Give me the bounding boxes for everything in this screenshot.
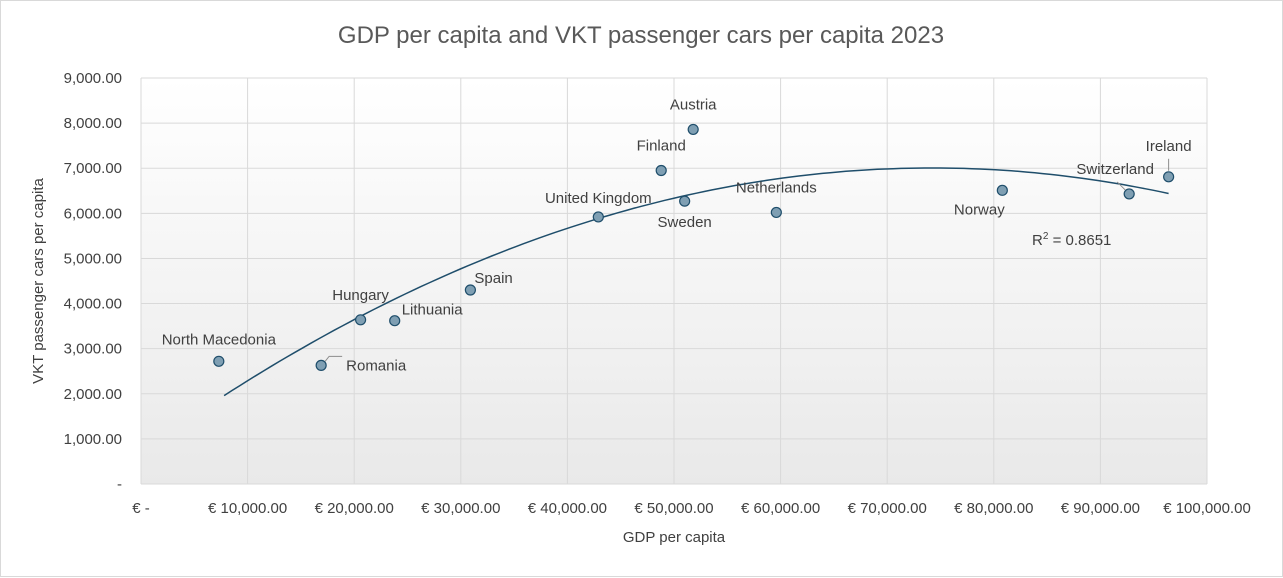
data-label: Lithuania xyxy=(402,302,464,319)
data-label: Ireland xyxy=(1146,138,1192,155)
data-point xyxy=(592,211,604,223)
data-label: Sweden xyxy=(658,214,712,231)
data-point xyxy=(655,164,667,177)
data-label: United Kingdom xyxy=(545,190,652,207)
leader-line xyxy=(324,355,343,362)
x-axis-title: GDP per capita xyxy=(623,529,726,546)
data-point xyxy=(687,123,699,136)
data-point xyxy=(389,315,401,327)
data-point xyxy=(1123,188,1135,200)
x-tick-label: € 40,000.00 xyxy=(528,500,607,517)
trendline-layer xyxy=(223,167,1169,397)
y-tick-label: 7,000.00 xyxy=(64,160,122,177)
y-tick-label: 8,000.00 xyxy=(64,115,122,132)
data-point xyxy=(770,206,782,219)
y-tick-label: 3,000.00 xyxy=(64,341,122,358)
data-point xyxy=(354,314,367,326)
data-point xyxy=(1163,171,1175,183)
y-tick-label: 1,000.00 xyxy=(64,431,122,448)
data-points xyxy=(213,123,1175,371)
x-tick-label: € 100,000.00 xyxy=(1163,500,1251,517)
chart-title: GDP per capita and VKT passenger cars pe… xyxy=(338,22,944,49)
data-label: Romania xyxy=(346,357,407,374)
y-tick-label: 4,000.00 xyxy=(64,296,122,313)
y-tick-label: 2,000.00 xyxy=(64,386,122,403)
data-label: Finland xyxy=(637,137,686,154)
data-labels: North Macedonia Romania Hungary Lithuania Sp… xyxy=(162,96,1192,374)
data-point xyxy=(996,184,1008,196)
y-tick-label: 5,000.00 xyxy=(64,250,122,267)
data-label: Spain xyxy=(474,270,512,287)
gridlines xyxy=(140,77,1208,485)
data-point xyxy=(679,195,691,207)
y-axis-title: VKT passenger cars per capita xyxy=(30,178,47,384)
x-tick-label: € 60,000.00 xyxy=(741,500,820,517)
data-label: Norway xyxy=(954,201,1005,218)
x-tick-label: € 50,000.00 xyxy=(634,500,713,517)
x-tick-label: € 30,000.00 xyxy=(421,500,500,517)
trendline xyxy=(223,167,1169,397)
x-tick-label: € 70,000.00 xyxy=(848,500,927,517)
data-label: Netherlands xyxy=(736,179,817,196)
data-point xyxy=(464,284,476,296)
leader-line xyxy=(1116,181,1126,191)
x-tick-label: € - xyxy=(132,500,150,517)
r-squared-label: R2 = 0.8651 xyxy=(1032,231,1111,249)
x-tick-label: € 90,000.00 xyxy=(1061,500,1140,517)
data-label: North Macedonia xyxy=(162,331,277,348)
y-tick-label: 6,000.00 xyxy=(64,205,122,222)
axes: - 1,000.00 2,000.00 3,000.00 4,000.00 5,000.0… xyxy=(64,70,1251,517)
data-label: Switzerland xyxy=(1076,161,1154,178)
data-label: Austria xyxy=(670,96,717,113)
x-tick-label: € 20,000.00 xyxy=(315,500,394,517)
y-tick-label: - xyxy=(117,476,122,493)
data-point xyxy=(315,359,327,371)
x-tick-label: € 10,000.00 xyxy=(208,500,287,517)
data-label: Hungary xyxy=(332,287,389,304)
data-point xyxy=(213,355,225,367)
y-tick-label: 9,000.00 xyxy=(64,70,122,87)
x-tick-label: € 80,000.00 xyxy=(954,500,1033,517)
